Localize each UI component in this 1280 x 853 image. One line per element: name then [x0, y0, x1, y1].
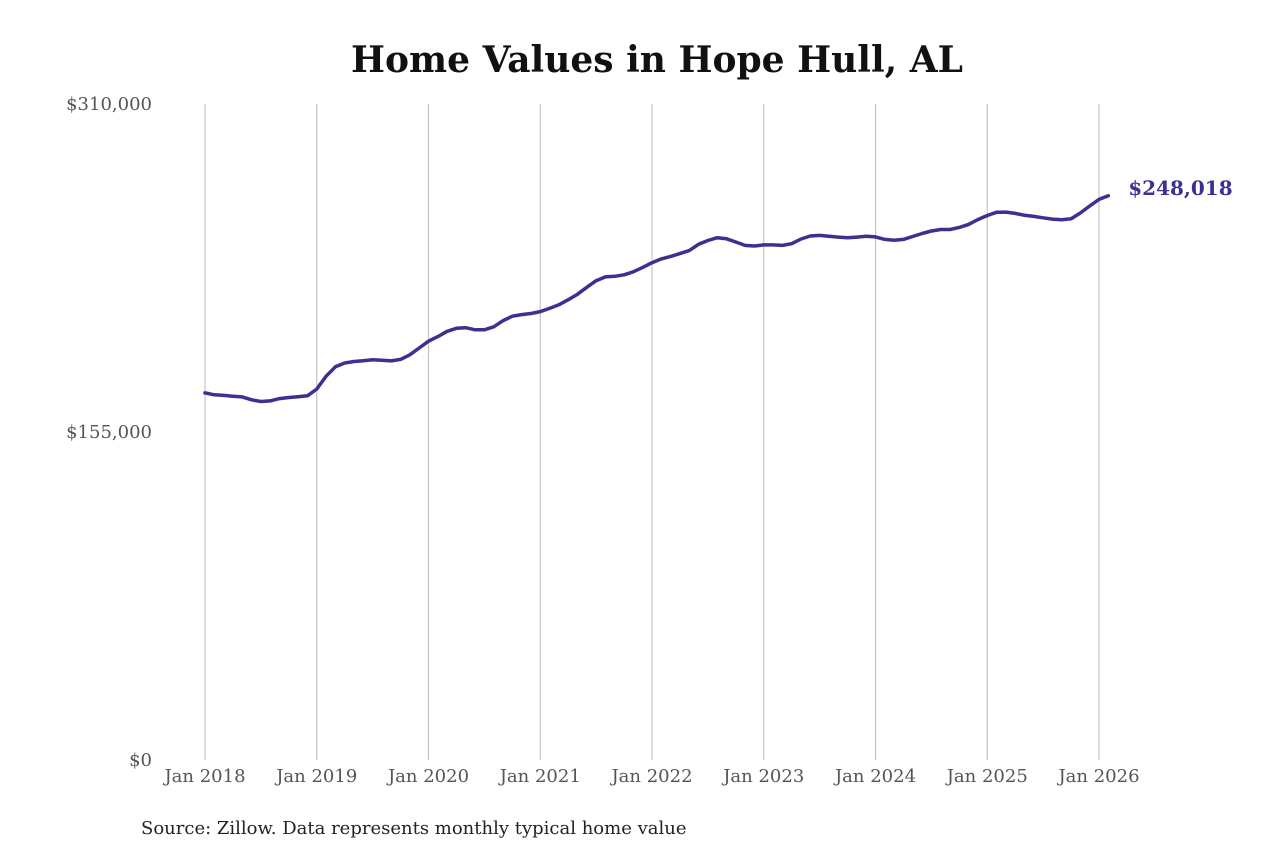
x-tick-label: Jan 2021	[498, 766, 581, 787]
x-tick-label: Jan 2023	[721, 766, 804, 787]
x-tick-label: Jan 2020	[386, 766, 469, 787]
x-tick-label: Jan 2018	[162, 766, 245, 787]
x-tick-label: Jan 2026	[1056, 766, 1139, 787]
x-axis: Jan 2018 Jan 2019 Jan 2020 Jan 2021 Jan 2022…	[162, 766, 1139, 787]
y-tick-label: $310,000	[66, 94, 152, 115]
end-value-label: $248,018	[1128, 176, 1232, 200]
y-tick-label: $155,000	[66, 422, 152, 443]
series-layer	[203, 194, 1111, 404]
series-line	[203, 194, 1111, 404]
y-axis: $0 $155,000 $310,000	[66, 94, 152, 771]
x-tick-label: Jan 2019	[274, 766, 357, 787]
x-tick-label: Jan 2024	[833, 766, 916, 787]
x-tick-label: Jan 2022	[609, 766, 692, 787]
source-note: Source: Zillow. Data represents monthly …	[141, 818, 687, 839]
gridlines	[204, 104, 1100, 760]
x-tick-label: Jan 2025	[945, 766, 1028, 787]
y-tick-label: $0	[129, 750, 152, 771]
chart-title: Home Values in Hope Hull, AL	[351, 39, 963, 81]
